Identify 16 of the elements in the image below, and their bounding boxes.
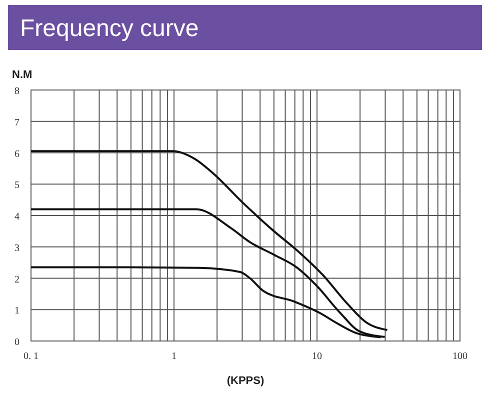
y-tick-label: 7 [14, 117, 20, 128]
x-tick-label: 100 [452, 351, 468, 362]
y-axis-title: N.M [12, 69, 32, 81]
y-tick-label: 0 [14, 337, 20, 348]
y-tick-label: 3 [14, 242, 20, 254]
x-tick-label: 10 [312, 351, 322, 362]
x-tick-label: 0. 1 [24, 351, 38, 362]
x-axis-title: (KPPS) [226, 375, 264, 387]
y-tick-label: 6 [14, 148, 20, 160]
y-tick-label: 5 [14, 180, 20, 192]
y-tick-label: 8 [14, 86, 20, 97]
y-tick-label: 2 [14, 274, 20, 286]
x-tick-label: 1 [172, 351, 176, 362]
y-tick-label: 1 [14, 306, 20, 317]
y-tick-label: 4 [14, 212, 20, 222]
chart-title: Frequency curve [20, 15, 199, 42]
